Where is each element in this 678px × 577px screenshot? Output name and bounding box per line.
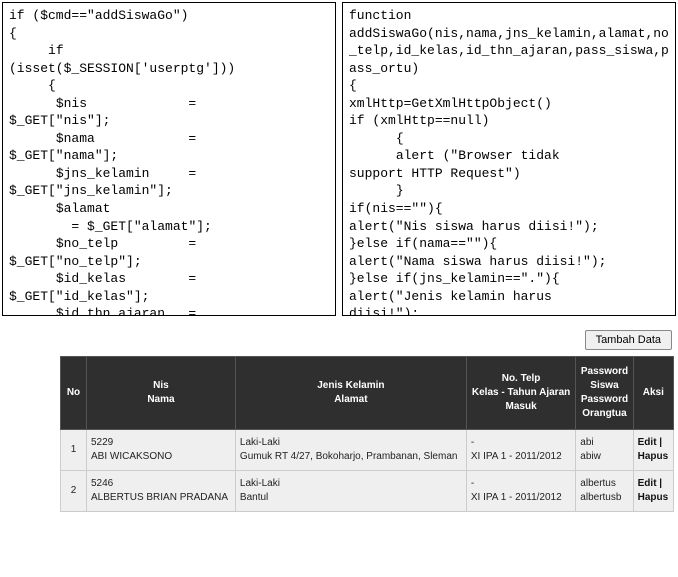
hapus-link[interactable]: Hapus [638,451,669,462]
cell-pw-ortu: abiw [580,451,601,462]
toolbar: Tambah Data [60,326,674,356]
col-nis-label: Nis [153,380,169,391]
cell-pw-ortu: albertusb [580,492,621,503]
col-aksi: Aksi [633,357,673,430]
cell-password: albertus albertusb [576,471,633,512]
col-kelas-label: Kelas - Tahun Ajaran [472,387,570,398]
cell-password: abi abiw [576,430,633,471]
col-telp-kelas: No. Telp Kelas - Tahun Ajaran Masuk [466,357,575,430]
cell-jenis-alamat: Laki-Laki Gumuk RT 4/27, Bokoharjo, Pram… [235,430,466,471]
php-code-box: if ($cmd=="addSiswaGo") { if (isset($_SE… [2,2,336,316]
cell-nama: ABI WICAKSONO [91,451,172,462]
col-nama-label: Nama [147,394,174,405]
cell-alamat: Gumuk RT 4/27, Bokoharjo, Prambanan, Sle… [240,451,458,462]
cell-nis-nama: 5229 ABI WICAKSONO [87,430,236,471]
cell-pw-siswa: albertus [580,478,616,489]
js-code-box: function addSiswaGo(nis,nama,jns_kelamin… [342,2,676,316]
siswa-table: No Nis Nama Jenis Kelamin Alamat No. Tel… [60,356,674,512]
cell-aksi: Edit | Hapus [633,430,673,471]
code-row: if ($cmd=="addSiswaGo") { if (isset($_SE… [0,0,678,318]
col-password: Password Siswa Password Orangtua [576,357,633,430]
aksi-sep: | [657,437,663,448]
table-section: Tambah Data No Nis Nama Jenis Kelamin Al… [0,318,678,516]
cell-telp-kelas: - XI IPA 1 - 2011/2012 [466,471,575,512]
col-alamat-label: Alamat [334,394,367,405]
cell-nis: 5229 [91,437,113,448]
cell-telp-kelas: - XI IPA 1 - 2011/2012 [466,430,575,471]
cell-kelas: XI IPA 1 - 2011/2012 [471,492,562,503]
col-jenis-label: Jenis Kelamin [317,380,384,391]
cell-jenis: Laki-Laki [240,478,280,489]
tambah-data-button[interactable]: Tambah Data [585,330,672,350]
col-siswa-label: Siswa [590,380,618,391]
cell-no: 2 [61,471,87,512]
edit-link[interactable]: Edit [638,478,657,489]
cell-pw-siswa: abi [580,437,593,448]
col-pwd2-label: Password [581,394,628,405]
col-jenis-alamat: Jenis Kelamin Alamat [235,357,466,430]
edit-link[interactable]: Edit [638,437,657,448]
col-telp-label: No. Telp [502,373,541,384]
aksi-sep: | [657,478,663,489]
hapus-link[interactable]: Hapus [638,492,669,503]
cell-nis-nama: 5246 ALBERTUS BRIAN PRADANA [87,471,236,512]
cell-aksi: Edit | Hapus [633,471,673,512]
cell-nama: ALBERTUS BRIAN PRADANA [91,492,228,503]
cell-kelas: XI IPA 1 - 2011/2012 [471,451,562,462]
cell-jenis: Laki-Laki [240,437,280,448]
cell-nis: 5246 [91,478,113,489]
col-masuk-label: Masuk [506,401,537,412]
cell-telp: - [471,478,474,489]
table-row: 1 5229 ABI WICAKSONO Laki-Laki Gumuk RT … [61,430,674,471]
table-header-row: No Nis Nama Jenis Kelamin Alamat No. Tel… [61,357,674,430]
col-nis-nama: Nis Nama [87,357,236,430]
cell-telp: - [471,437,474,448]
cell-no: 1 [61,430,87,471]
col-pwd1-label: Password [581,366,628,377]
cell-alamat: Bantul [240,492,268,503]
col-ortu-label: Orangtua [582,408,626,419]
cell-jenis-alamat: Laki-Laki Bantul [235,471,466,512]
col-no: No [61,357,87,430]
table-row: 2 5246 ALBERTUS BRIAN PRADANA Laki-Laki … [61,471,674,512]
